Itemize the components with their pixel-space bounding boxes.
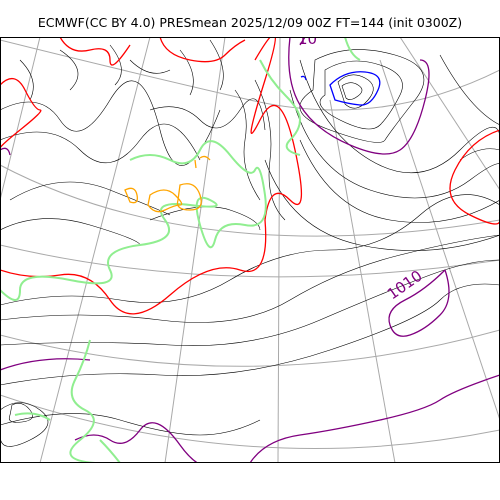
graticule-lon-6 bbox=[379, 59, 500, 421]
precip-blob bbox=[124, 187, 138, 204]
isobar-1000-main bbox=[250, 37, 303, 221]
graticule-lon-5 bbox=[329, 99, 396, 463]
isobar-1010 bbox=[0, 37, 500, 463]
isobar-line bbox=[0, 259, 500, 347]
graticule-lat-4 bbox=[0, 329, 500, 367]
low-small-contour bbox=[300, 75, 307, 81]
isobar-1010-south bbox=[249, 374, 500, 463]
isobar-line bbox=[0, 234, 500, 323]
isobar-low bbox=[300, 71, 381, 106]
coastlines bbox=[0, 37, 361, 463]
coastline-southeast bbox=[99, 439, 121, 463]
isobar-1000-sw-coast bbox=[0, 78, 42, 150]
graticule bbox=[0, 37, 500, 463]
minor-isobars bbox=[0, 39, 500, 447]
isobar-line bbox=[234, 89, 261, 201]
isobar-line bbox=[337, 74, 374, 109]
coastline-north bbox=[259, 59, 302, 156]
isobar-1000-west bbox=[0, 219, 267, 315]
isobar-line bbox=[149, 206, 261, 231]
graticule-lat-5 bbox=[0, 394, 500, 449]
graticule-lat-3 bbox=[0, 244, 500, 278]
graticule-lon-4 bbox=[277, 37, 281, 463]
isobar-line bbox=[8, 403, 33, 423]
graticule-lon-2 bbox=[39, 37, 151, 463]
isobar-line bbox=[459, 148, 500, 161]
isobar-line bbox=[19, 44, 122, 101]
isobar-line bbox=[319, 60, 403, 130]
isobar-1010-sw bbox=[0, 358, 91, 371]
precip-tick bbox=[199, 155, 211, 161]
isobar-line bbox=[299, 139, 500, 223]
isobar-line bbox=[299, 49, 425, 143]
isobar-label-top-partial: 10 bbox=[298, 37, 317, 48]
isobar-line bbox=[0, 123, 201, 164]
isobar-line bbox=[0, 413, 261, 436]
isobar-1000 bbox=[0, 37, 500, 315]
isobar-line bbox=[0, 80, 221, 166]
isobar-line bbox=[299, 59, 500, 174]
coastline-southwest bbox=[69, 339, 96, 463]
graticule-lon-3 bbox=[164, 37, 226, 463]
isobar-line bbox=[129, 39, 224, 96]
map-title: ECMWF(CC BY 4.0) PRESmean 2025/12/09 00Z… bbox=[37, 15, 463, 30]
graticule-lon-7 bbox=[399, 37, 500, 191]
isobar-line bbox=[341, 82, 363, 100]
isobar-1000-nw bbox=[59, 37, 131, 66]
graticule-lat-1 bbox=[0, 39, 500, 111]
isobar-1010-label-line bbox=[388, 269, 450, 337]
isobar-line bbox=[264, 159, 500, 251]
isobar-line bbox=[149, 98, 266, 131]
precip-blob bbox=[147, 189, 183, 213]
precip-contours bbox=[124, 155, 211, 213]
isobar-line bbox=[289, 89, 500, 199]
pressure-map: 1010 10 bbox=[0, 37, 500, 463]
coastline-south-island bbox=[14, 412, 51, 421]
coastline-main bbox=[0, 140, 267, 301]
precip-tick bbox=[194, 159, 197, 169]
isobar-line bbox=[0, 218, 141, 246]
isobar-1010-wedge bbox=[0, 147, 11, 156]
isobar-1000-north bbox=[159, 37, 246, 63]
low-center-contour bbox=[329, 71, 381, 106]
isobar-line bbox=[9, 181, 171, 216]
isobar-1010-tick bbox=[299, 37, 306, 46]
isobar-line bbox=[0, 194, 500, 306]
isobar-1010-north bbox=[288, 37, 430, 155]
isobar-line bbox=[439, 54, 500, 126]
isobar-line bbox=[0, 283, 500, 386]
graticule-lon-1 bbox=[0, 37, 41, 201]
isobar-1010-se-small bbox=[74, 422, 230, 463]
isobar-line bbox=[0, 402, 49, 447]
coastline-northeast bbox=[344, 37, 361, 61]
graticule-lat-2 bbox=[0, 164, 500, 237]
isobar-line bbox=[254, 79, 286, 221]
isobar-1000-east bbox=[449, 129, 500, 225]
precip-blob bbox=[176, 183, 202, 211]
